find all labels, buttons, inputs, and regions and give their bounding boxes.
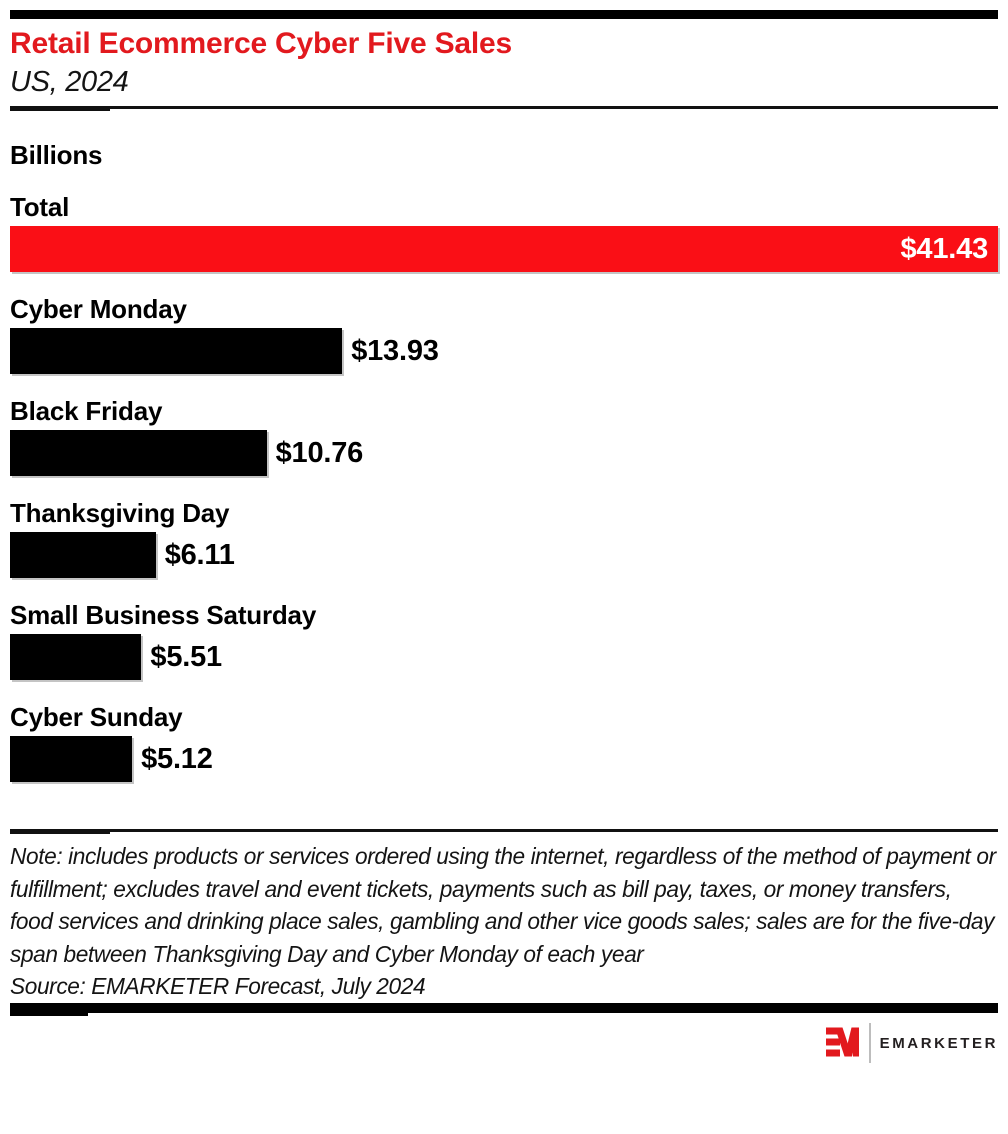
bar-category-label: Thanksgiving Day <box>10 498 230 528</box>
bar-category-label: Cyber Sunday <box>10 702 183 732</box>
page-subtitle: US, 2024 <box>10 66 129 98</box>
bar-category-label: Small Business Saturday <box>10 600 317 630</box>
bar-track: $10.76 <box>10 430 998 476</box>
bar-value-label: $10.76 <box>275 436 364 469</box>
chart-row: Black Friday $10.76 <box>10 395 998 476</box>
bar-value-label: $5.12 <box>141 742 213 775</box>
bar-value-label: $5.51 <box>150 640 222 673</box>
top-border-bar <box>10 10 998 19</box>
bottom-border-bar <box>10 1002 998 1016</box>
bar-track: $6.11 <box>10 532 998 578</box>
bar-track: $5.51 <box>10 634 998 680</box>
bar <box>10 634 142 680</box>
bar-category-label: Cyber Monday <box>10 294 187 324</box>
bar-track: $5.12 <box>10 736 998 782</box>
chart-row: Cyber Monday $13.93 <box>10 293 998 374</box>
bar-track: $13.93 <box>10 328 998 374</box>
chart-row: Total $41.43 <box>10 191 998 272</box>
chart-row: Cyber Sunday $5.12 <box>10 701 998 782</box>
chart-row: Small Business Saturday $5.51 <box>10 599 998 680</box>
units-label: Billions <box>10 140 103 170</box>
brand-footer: EMARKETER <box>10 1022 998 1063</box>
bar <box>10 532 156 578</box>
bar-value-label: $13.93 <box>351 334 439 367</box>
header-divider-accent <box>10 106 110 111</box>
bar-chart: Total $41.43 Cyber Monday $13.93 Black Frida… <box>10 191 998 782</box>
bar: $41.43 <box>10 226 998 272</box>
bar <box>10 328 343 374</box>
bar-category-label: Total <box>10 192 70 222</box>
chart-row: Thanksgiving Day $6.11 <box>10 497 998 578</box>
brand-name: EMARKETER <box>879 1034 998 1052</box>
emarketer-logo-icon <box>825 1027 859 1057</box>
chart-page: Retail Ecommerce Cyber Five Sales US, 20… <box>0 10 1008 1063</box>
bar-value-label: $6.11 <box>164 538 235 571</box>
bar <box>10 736 133 782</box>
footer-divider <box>10 829 998 834</box>
bar-category-label: Black Friday <box>10 396 163 426</box>
source-line: Source: EMARKETER Forecast, July 2024 <box>10 973 426 999</box>
header-divider <box>10 106 998 111</box>
bar-track: $41.43 <box>10 226 998 272</box>
footer-divider-line <box>10 829 998 832</box>
footer-divider-accent <box>10 829 110 834</box>
bar <box>10 430 267 476</box>
page-title: Retail Ecommerce Cyber Five Sales <box>10 27 512 60</box>
header-divider-line <box>10 106 998 109</box>
bottom-border-accent <box>10 1002 88 1016</box>
bar-value-label: $41.43 <box>900 232 989 265</box>
logo-divider <box>868 1022 871 1063</box>
footnote: Note: includes products or services orde… <box>10 843 996 967</box>
